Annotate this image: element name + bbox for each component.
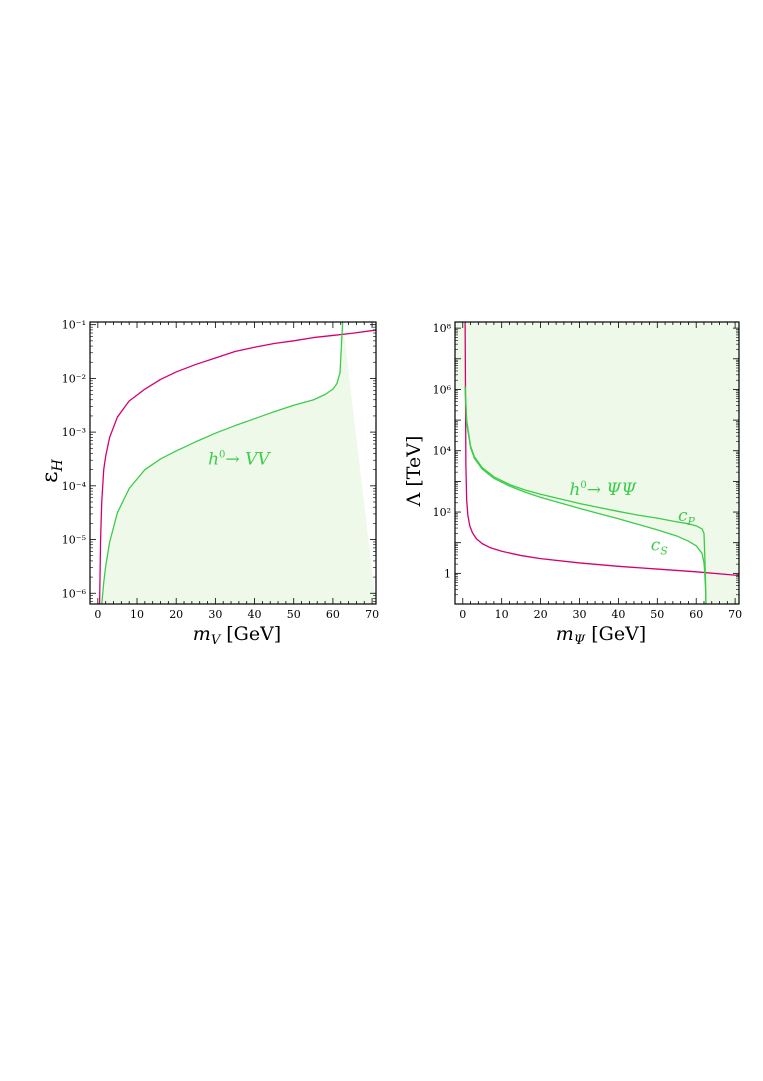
- series-line-1: [464, 386, 707, 604]
- series-line-0: [98, 329, 376, 604]
- x-tick-label: 70: [365, 608, 379, 621]
- plot-area: [98, 322, 376, 604]
- y-tick-label: 10⁻⁴: [62, 480, 87, 493]
- x-tick-label: 0: [94, 608, 101, 621]
- y-tick-label: 10⁻¹: [62, 319, 86, 332]
- shaded-region: [455, 322, 739, 604]
- x-tick-label: 60: [326, 608, 340, 621]
- x-tick-label: 10: [130, 608, 144, 621]
- x-tick-label: 50: [650, 608, 664, 621]
- y-axis-title: εH: [38, 458, 66, 482]
- x-tick-label: 40: [248, 608, 262, 621]
- process-annotation: h0→ ΨΨ: [569, 480, 637, 500]
- x-tick-label: 70: [728, 608, 742, 621]
- y-axis: 10⁻⁶ 10⁻⁵ 10⁻⁴ 10⁻³ 10⁻² 10⁻¹: [62, 319, 376, 602]
- x-tick-label: 20: [534, 608, 548, 621]
- x-tick-label: 30: [572, 608, 586, 621]
- curve-label: cP: [678, 506, 696, 528]
- y-axis: 1 10² 10⁴ 10⁶ 10⁸: [433, 322, 739, 605]
- x-axis-title: mV [GeV]: [193, 623, 281, 648]
- y-tick-label: 10⁻⁶: [62, 587, 87, 600]
- x-tick-label: 10: [495, 608, 509, 621]
- x-axis-title: mΨ [GeV]: [556, 623, 646, 648]
- shaded-region: [101, 322, 376, 604]
- y-tick-label: 10⁸: [433, 322, 452, 335]
- series-line-2: [464, 389, 707, 604]
- series-line-0: [464, 322, 739, 577]
- y-tick-label: 10⁴: [433, 445, 452, 458]
- x-tick-label: 40: [611, 608, 625, 621]
- plot-area: [455, 322, 739, 604]
- panel-right: 0 10 20 30 40 50 60 70 1 10² 10⁴ 10⁶ 10⁸ mΨ [GeV] Λ [T…: [403, 321, 742, 648]
- y-tick-label: 10⁻³: [62, 426, 86, 439]
- y-tick-label: 10²: [433, 506, 451, 519]
- curve-label: cS: [651, 535, 669, 557]
- y-tick-label: 10⁶: [433, 383, 452, 396]
- x-tick-label: 30: [208, 608, 222, 621]
- y-tick-label: 1: [444, 567, 451, 580]
- x-tick-label: 60: [689, 608, 703, 621]
- y-tick-label: 10⁻⁵: [62, 534, 86, 547]
- x-tick-label: 50: [287, 608, 301, 621]
- x-axis: 0 10 20 30 40 50 60 70: [94, 322, 379, 621]
- panel-left: 0 10 20 30 40 50 60 70 10⁻⁶ 10⁻⁵ 10⁻⁴ 10⁻³ 10⁻² 10⁻¹ m…: [38, 319, 379, 648]
- plot-frame: [89, 321, 377, 605]
- y-tick-label: 10⁻²: [62, 372, 86, 385]
- y-axis-title: Λ [TeV]: [403, 436, 425, 508]
- x-axis: 0 10 20 30 40 50 60 70: [459, 322, 742, 621]
- x-tick-label: 0: [459, 608, 466, 621]
- x-tick-label: 20: [169, 608, 183, 621]
- process-annotation: h0→ VV: [208, 449, 271, 469]
- series-line-1: [101, 322, 344, 604]
